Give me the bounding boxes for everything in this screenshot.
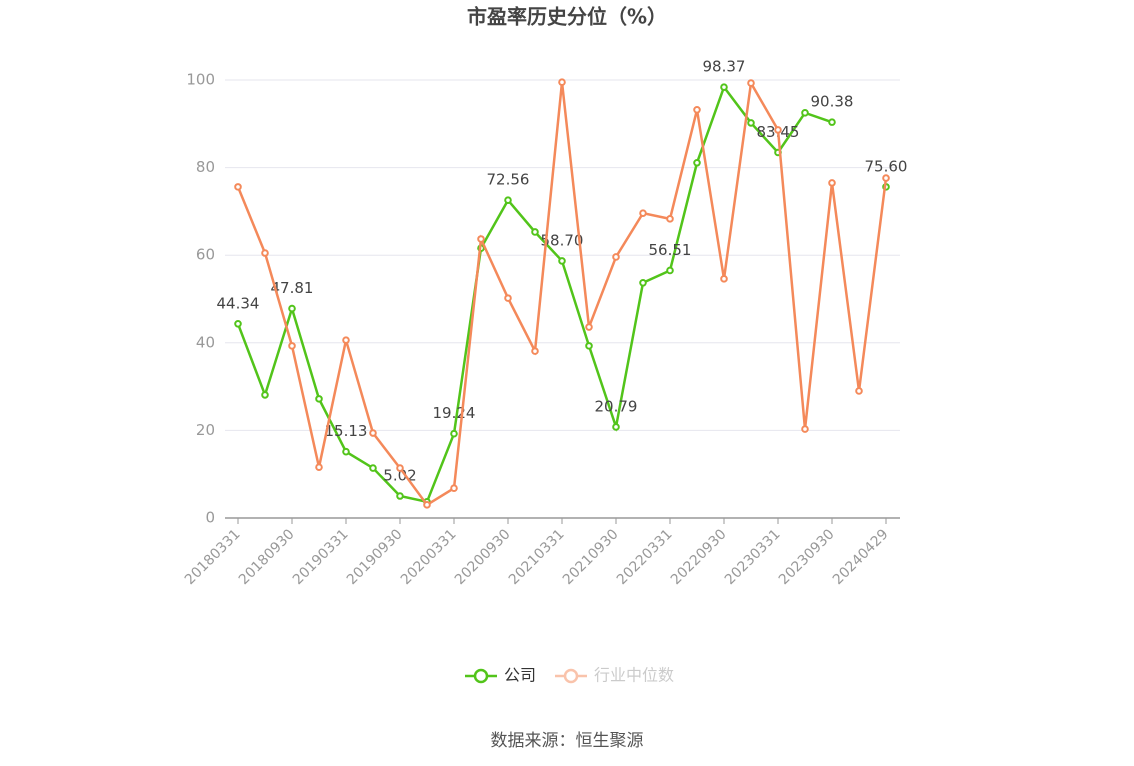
x-tick-label: 20180331 [182,526,244,588]
data-point [666,215,674,223]
data-point [504,196,512,204]
data-point [369,464,377,472]
data-point [612,423,620,431]
x-tick-label: 20200930 [452,526,514,588]
y-tick-label: 100 [186,71,215,89]
data-point [639,209,647,217]
legend-label: 行业中位数 [594,666,674,685]
data-label: 98.37 [703,58,746,76]
data-point [801,425,809,433]
x-tick-label: 20190930 [344,526,406,588]
y-tick-label: 0 [205,509,215,527]
data-point [720,83,728,91]
data-point [612,253,620,261]
data-point [369,429,377,437]
x-tick-label: 20220331 [614,526,676,588]
data-point [396,492,404,500]
data-point [531,228,539,236]
legend-marker [563,668,579,684]
data-point [234,183,242,191]
data-point [504,294,512,302]
y-tick-label: 40 [196,333,215,351]
source: 数据来源：恒生聚源 [491,731,644,751]
data-point [288,342,296,350]
legend-item: 行业中位数 [555,666,674,685]
legend-item: 公司 [465,666,536,685]
data-label: 44.34 [217,294,260,312]
data-point [774,126,782,134]
data-point [450,484,458,493]
data-point [234,319,242,328]
data-point [423,501,431,509]
legend-marker [473,668,489,684]
x-tick-label: 20230930 [776,526,838,588]
data-point [558,78,566,86]
data-point [747,119,755,127]
x-tick-label: 20230331 [722,526,784,588]
data-label: 75.60 [865,157,908,175]
data-label: 56.51 [649,241,692,259]
data-label: 19.24 [433,404,476,422]
data-point [450,429,458,438]
x-tick-label: 20190331 [290,526,352,588]
data-point [720,275,728,283]
data-point [531,347,539,355]
x-tick-label: 20210930 [560,526,622,588]
data-point [261,249,269,257]
x-tick-label: 20210331 [506,526,568,588]
data-point [315,463,323,471]
data-point [693,105,701,114]
legend-label: 公司 [504,666,536,685]
data-label: 90.38 [811,93,854,111]
data-label: 47.81 [271,279,314,297]
data-label: 15.13 [325,422,368,440]
y-tick-label: 20 [196,421,215,439]
data-point [828,179,836,187]
data-point [855,387,863,395]
data-point [288,304,296,313]
data-point [828,118,836,126]
chart-title: 市盈率历史分位（%） [467,5,667,29]
data-point [558,257,566,265]
data-point [882,174,890,182]
data-point [693,158,701,167]
data-point [396,464,404,472]
y-tick-label: 80 [196,158,215,176]
x-tick-label: 20220930 [668,526,730,588]
x-tick-label: 20240429 [830,526,892,588]
data-label: 20.79 [595,397,638,415]
data-point [342,447,350,456]
data-point [585,342,593,350]
data-label: 58.70 [541,231,584,249]
x-tick-label: 20200331 [398,526,460,588]
data-point [261,391,269,399]
data-point [639,278,647,287]
data-point [666,266,674,275]
data-point [315,395,323,403]
x-tick-label: 20180930 [236,526,298,588]
series-line [236,79,888,507]
data-point [477,235,485,243]
data-point [801,109,809,117]
y-tick-label: 60 [196,246,215,264]
data-label: 72.56 [487,171,530,189]
data-point [585,323,593,331]
data-point [747,79,755,87]
data-point [342,336,350,344]
